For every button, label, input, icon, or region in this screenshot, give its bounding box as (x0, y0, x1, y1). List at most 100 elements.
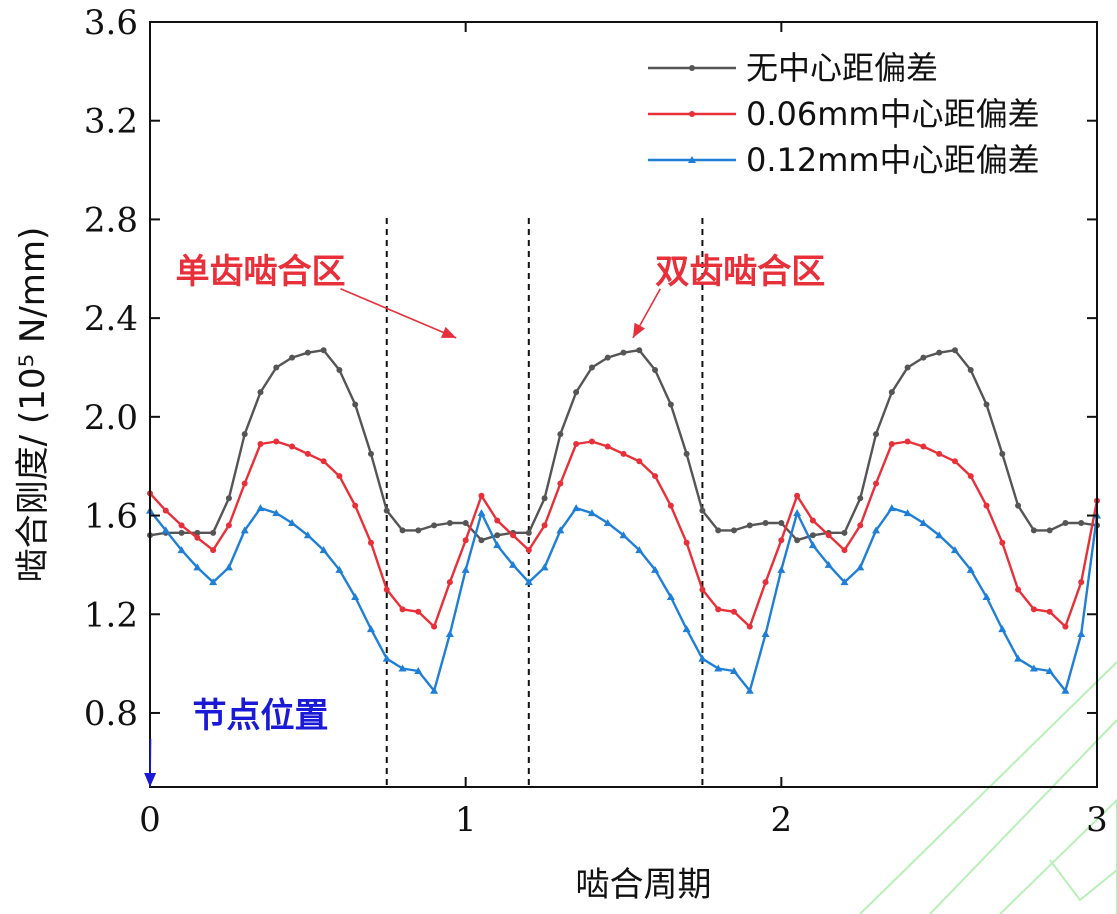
data-point (194, 529, 201, 536)
y-tick-label: 3.6 (84, 3, 138, 43)
data-point (177, 546, 186, 554)
x-tick-label: 3 (1086, 800, 1108, 840)
data-point (714, 664, 723, 672)
data-point (873, 480, 880, 487)
data-point (998, 625, 1007, 633)
data-point (383, 586, 390, 593)
data-point (904, 364, 911, 371)
data-point (699, 507, 706, 514)
data-point (225, 495, 232, 502)
data-point (178, 529, 185, 536)
data-point (762, 579, 769, 586)
data-point (257, 389, 264, 396)
data-point (950, 546, 959, 554)
data-point (289, 354, 296, 361)
series-group (146, 347, 1101, 694)
data-point (999, 539, 1006, 546)
data-point (382, 654, 391, 662)
y-tick-label: 1.2 (84, 595, 138, 635)
data-point (445, 630, 454, 637)
data-point (210, 529, 217, 536)
data-point (840, 578, 849, 586)
legend-marker (689, 65, 695, 71)
data-point (761, 630, 770, 637)
data-point (588, 364, 595, 371)
data-point (699, 586, 706, 593)
data-point (620, 450, 627, 457)
data-point (288, 518, 297, 526)
data-point (841, 529, 848, 536)
data-point (1030, 527, 1037, 534)
data-point (319, 546, 328, 554)
data-point (652, 366, 659, 373)
annotation-arrow-head (632, 322, 646, 338)
data-point (636, 347, 643, 354)
data-point (983, 401, 990, 408)
data-point (809, 532, 816, 539)
data-point (210, 547, 217, 554)
data-point (336, 473, 343, 480)
data-point (857, 522, 864, 529)
data-point (809, 517, 816, 524)
data-point (1062, 519, 1069, 526)
data-point (951, 347, 958, 354)
data-point (730, 527, 737, 534)
data-point (304, 349, 311, 356)
data-point (414, 667, 423, 675)
data-point (541, 522, 548, 529)
annotation-label: 节点位置 (192, 696, 328, 736)
data-point (161, 526, 170, 534)
legend-item-3: 0.12mm中心距偏差 (648, 141, 1040, 179)
data-point (415, 527, 422, 534)
data-point (240, 526, 249, 534)
series-3 (146, 504, 1101, 694)
data-point (824, 560, 833, 568)
data-point (194, 534, 201, 541)
data-point (856, 563, 865, 571)
data-point (936, 450, 943, 457)
data-point (777, 565, 786, 573)
data-point (162, 507, 169, 514)
legend-item-2: 0.06mm中心距偏差 (648, 95, 1040, 133)
data-point (510, 532, 517, 539)
data-point (729, 667, 738, 675)
annotation-label: 单齿啮合区 (175, 252, 345, 292)
data-point (888, 440, 895, 447)
legend-label: 0.12mm中心距偏差 (746, 141, 1040, 179)
data-point (873, 431, 880, 438)
data-point (477, 509, 486, 517)
data-point (667, 502, 674, 509)
data-point (256, 504, 265, 512)
data-point (715, 606, 722, 613)
series-2 (147, 438, 1100, 630)
data-point (415, 608, 422, 615)
data-point (557, 480, 564, 487)
legend-item-1: 无中心距偏差 (648, 49, 938, 87)
data-point (541, 495, 548, 502)
data-point (1077, 630, 1086, 637)
data-point (225, 522, 232, 529)
data-point (572, 504, 581, 512)
plot-frame (149, 21, 1098, 788)
data-point (762, 519, 769, 526)
data-point (1078, 519, 1085, 526)
data-point (903, 509, 912, 517)
data-point (431, 522, 438, 529)
data-point (557, 431, 564, 438)
annotation-arrow-head (440, 326, 457, 338)
data-point (919, 518, 928, 526)
data-point (193, 563, 202, 571)
data-point (951, 458, 958, 465)
y-tick-label: 2.4 (84, 299, 138, 339)
data-point (904, 438, 911, 445)
data-point (241, 431, 248, 438)
data-point (778, 519, 785, 526)
data-point (272, 509, 281, 517)
annotation-2: 双齿啮合区 (632, 252, 825, 339)
data-point (1029, 664, 1038, 672)
data-point (320, 458, 327, 465)
data-point (651, 565, 660, 573)
data-point (603, 518, 612, 526)
data-point (887, 504, 896, 512)
